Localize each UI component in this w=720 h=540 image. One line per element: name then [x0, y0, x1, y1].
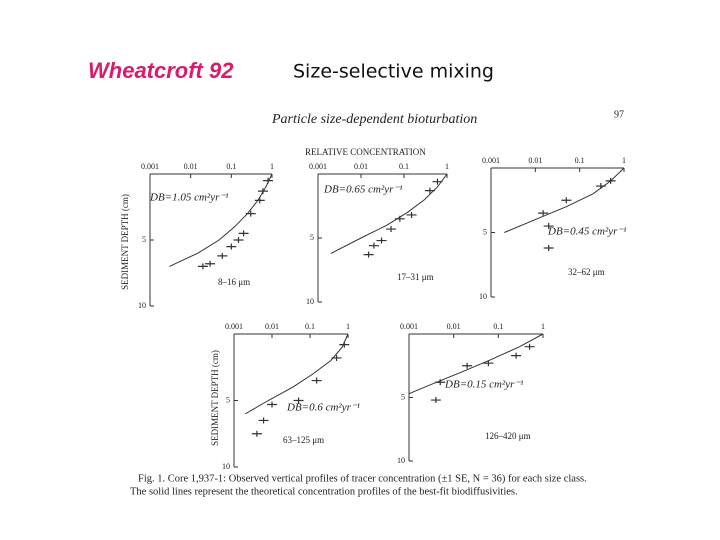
x-tick-label: 1 [346, 322, 350, 331]
x-axis-label: RELATIVE CONCENTRATION [305, 147, 426, 157]
y-tick-label: 10 [138, 301, 146, 310]
data-point [217, 252, 228, 259]
diffusivity-label: DB=0.6 cm²yr⁻¹ [286, 402, 360, 414]
figure-title: Particle size-dependent bioturbation [271, 112, 477, 127]
data-point [331, 354, 342, 361]
x-tick-label: 1 [445, 162, 449, 171]
data-point [543, 223, 554, 230]
y-tick-label: 10 [306, 297, 314, 306]
data-point [538, 210, 549, 217]
data-point [238, 230, 249, 237]
x-tick-label: 0.1 [226, 162, 236, 171]
data-point [524, 343, 535, 350]
data-point [258, 417, 269, 424]
x-tick-label: 0.01 [447, 322, 461, 331]
data-point [430, 397, 441, 404]
data-point [226, 243, 237, 250]
page-number: 97 [614, 109, 624, 120]
y-axis-label: SEDIMENT DEPTH (cm) [120, 194, 130, 290]
x-tick-label: 0.001 [225, 322, 243, 331]
data-point [595, 183, 606, 190]
size-class-label: 8–16 μm [218, 277, 250, 287]
x-tick-label: 0.1 [493, 322, 503, 331]
data-point [257, 188, 268, 195]
caption: Fig. 1. Core 1,937-1: Observed vertical … [138, 473, 587, 484]
x-tick-label: 1 [270, 162, 274, 171]
caption: The solid lines represent the theoretica… [130, 486, 518, 497]
fit-curve [504, 167, 625, 233]
data-point [543, 244, 554, 251]
x-tick-label: 0.001 [309, 162, 327, 171]
data-point [432, 178, 443, 185]
data-point [368, 242, 379, 249]
data-point [267, 401, 277, 408]
data-point [263, 177, 274, 184]
x-tick-label: 0.001 [141, 162, 159, 171]
size-class-label: 63–125 μm [283, 435, 324, 445]
diffusivity-label: DB=0.65 cm²yr⁻¹ [323, 184, 402, 196]
diffusivity-label: DB=1.05 cm²yr⁻¹ [149, 192, 228, 204]
size-class-label: 126–420 μm [485, 431, 531, 441]
x-tick-label: 0.1 [305, 322, 315, 331]
y-tick-label: 5 [226, 395, 230, 404]
y-tick-label: 5 [142, 235, 146, 244]
data-point [293, 397, 304, 404]
x-tick-label: 1 [622, 156, 626, 165]
data-point [386, 226, 397, 233]
fit-curve [245, 333, 349, 415]
x-tick-label: 1 [541, 322, 545, 331]
data-point [205, 260, 216, 267]
handwritten-note: Wheatcroft 92 [88, 58, 234, 83]
x-tick-label: 0.001 [482, 156, 500, 165]
data-point [406, 211, 417, 218]
data-point [483, 360, 494, 367]
y-tick-label: 5 [401, 392, 405, 401]
x-tick-label: 0.01 [265, 322, 279, 331]
data-point [605, 177, 616, 184]
x-tick-label: 0.01 [528, 156, 542, 165]
data-point [197, 263, 208, 270]
diffusivity-label: DB=0.15 cm²yr⁻¹ [444, 379, 523, 391]
y-tick-label: 5 [310, 233, 314, 242]
data-point [233, 237, 244, 243]
y-axis-label: SEDIMENT DEPTH (cm) [210, 350, 220, 446]
slide-title: Size-selective mixing [293, 61, 494, 83]
data-point [394, 215, 405, 222]
data-point [462, 362, 473, 369]
y-tick-label: 10 [397, 456, 405, 465]
data-point [376, 237, 387, 244]
data-point [254, 197, 265, 204]
data-point [251, 430, 262, 437]
data-point [339, 341, 350, 348]
x-tick-label: 0.01 [184, 162, 198, 171]
fit-curve [408, 333, 544, 395]
y-tick-label: 10 [222, 462, 230, 471]
y-tick-label: 10 [479, 292, 487, 301]
data-point [311, 377, 322, 384]
x-tick-label: 0.01 [354, 162, 368, 171]
data-point [363, 251, 374, 258]
x-tick-label: 0.1 [575, 156, 585, 165]
data-point [561, 197, 572, 204]
fit-curve [330, 173, 448, 254]
size-class-label: 17–31 μm [397, 272, 434, 282]
size-class-label: 32–62 μm [568, 267, 605, 277]
x-tick-label: 0.1 [399, 162, 409, 171]
data-point [435, 379, 446, 386]
diffusivity-label: DB=0.45 cm²yr⁻¹ [547, 226, 626, 238]
fit-curve [169, 173, 273, 267]
y-tick-label: 5 [483, 227, 487, 236]
data-point [245, 210, 256, 217]
data-point [511, 352, 522, 359]
x-tick-label: 0.001 [400, 322, 418, 331]
data-point [424, 187, 435, 194]
